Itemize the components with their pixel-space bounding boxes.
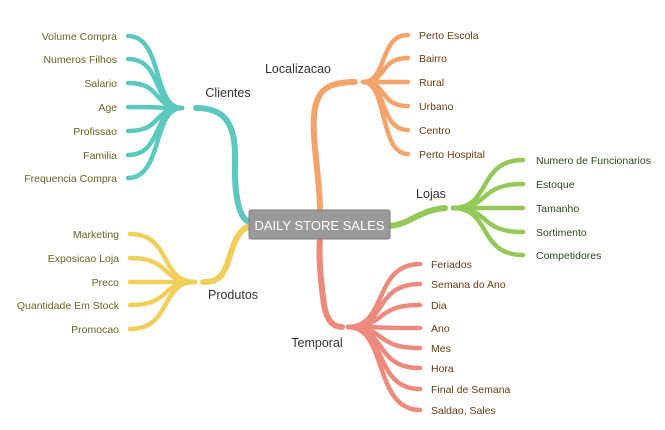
clientes-leaf-label[interactable]: Age [98,102,117,114]
clientes-leaf-label[interactable]: Volume Compra [42,31,117,43]
produtos-leaf-label[interactable]: Marketing [73,229,119,241]
localizacao-trunk-link [310,79,358,213]
clientes-leaf-link [125,105,185,181]
clientes-leaf-link [125,33,185,111]
temporal-leaf-label[interactable]: Saldao, Sales [431,405,496,417]
clientes-trunk-link [193,105,253,225]
clientes-branch-label[interactable]: Clientes [205,86,250,100]
temporal-leaf-label[interactable]: Hora [431,363,454,375]
clientes-leaf-label[interactable]: Salario [84,78,117,90]
branch-labels: Volume Compra Numeros Filhos Salario Age Pro… [17,30,651,417]
produtos-trunk-link [200,223,253,285]
temporal-leaf-label[interactable]: Mes [431,343,451,355]
localizacao-leaf-label[interactable]: Urbano [419,101,454,113]
clientes-leaf-label[interactable]: Profissao [73,126,117,138]
lojas-branch-label[interactable]: Lojas [416,187,446,201]
temporal-branch-label[interactable]: Temporal [291,336,342,350]
localizacao-leaf-label[interactable]: Perto Escola [419,30,479,42]
temporal-trunk-link [316,236,345,330]
temporal-leaf-label[interactable]: Ano [431,323,450,335]
temporal-leaf-label[interactable]: Dia [431,300,447,312]
temporal-leaf-link [345,261,423,330]
clientes-leaf-label[interactable]: Numeros Filhos [43,54,117,66]
lojas-leaf-label[interactable]: Competidores [536,250,601,262]
branch-links [125,32,526,413]
lojas-leaf-label[interactable]: Numero de Funcionarios [536,155,651,167]
temporal-leaf-label[interactable]: Final de Semana [431,384,511,396]
clientes-leaf-label[interactable]: Familia [83,150,117,162]
localizacao-leaf-label[interactable]: Bairro [419,53,447,65]
lojas-leaf-label[interactable]: Tamanho [536,203,579,215]
central-node[interactable]: DAILY STORE SALES [248,209,391,240]
localizacao-leaf-link [360,79,411,157]
temporal-leaf-label[interactable]: Semana do Ano [431,279,506,291]
lojas-leaf-link [450,205,526,258]
temporal-leaf-label[interactable]: Feriados [431,259,472,271]
lojas-leaf-label[interactable]: Estoque [536,179,575,191]
lojas-leaf-label[interactable]: Sortimento [536,227,587,239]
localizacao-leaf-label[interactable]: Perto Hospital [419,149,485,161]
central-node-label: DAILY STORE SALES [254,218,384,233]
temporal-leaf-link [345,324,423,413]
produtos-leaf-label[interactable]: Preco [92,277,120,289]
produtos-leaf-link [127,279,198,332]
localizacao-leaf-label[interactable]: Rural [419,77,444,89]
localizacao-branch-label[interactable]: Localizacao [265,62,331,76]
produtos-leaf-label[interactable]: Exposicao Loja [48,253,119,265]
produtos-branch-label[interactable]: Produtos [208,288,258,302]
produtos-leaf-label[interactable]: Quantidade Em Stock [17,300,120,312]
central-node-box [248,209,391,240]
lojas-trunk-link [387,205,448,229]
localizacao-leaf-label[interactable]: Centro [419,125,451,137]
clientes-leaf-label[interactable]: Frequencia Compra [24,173,117,185]
produtos-leaf-label[interactable]: Promocao [71,324,119,336]
